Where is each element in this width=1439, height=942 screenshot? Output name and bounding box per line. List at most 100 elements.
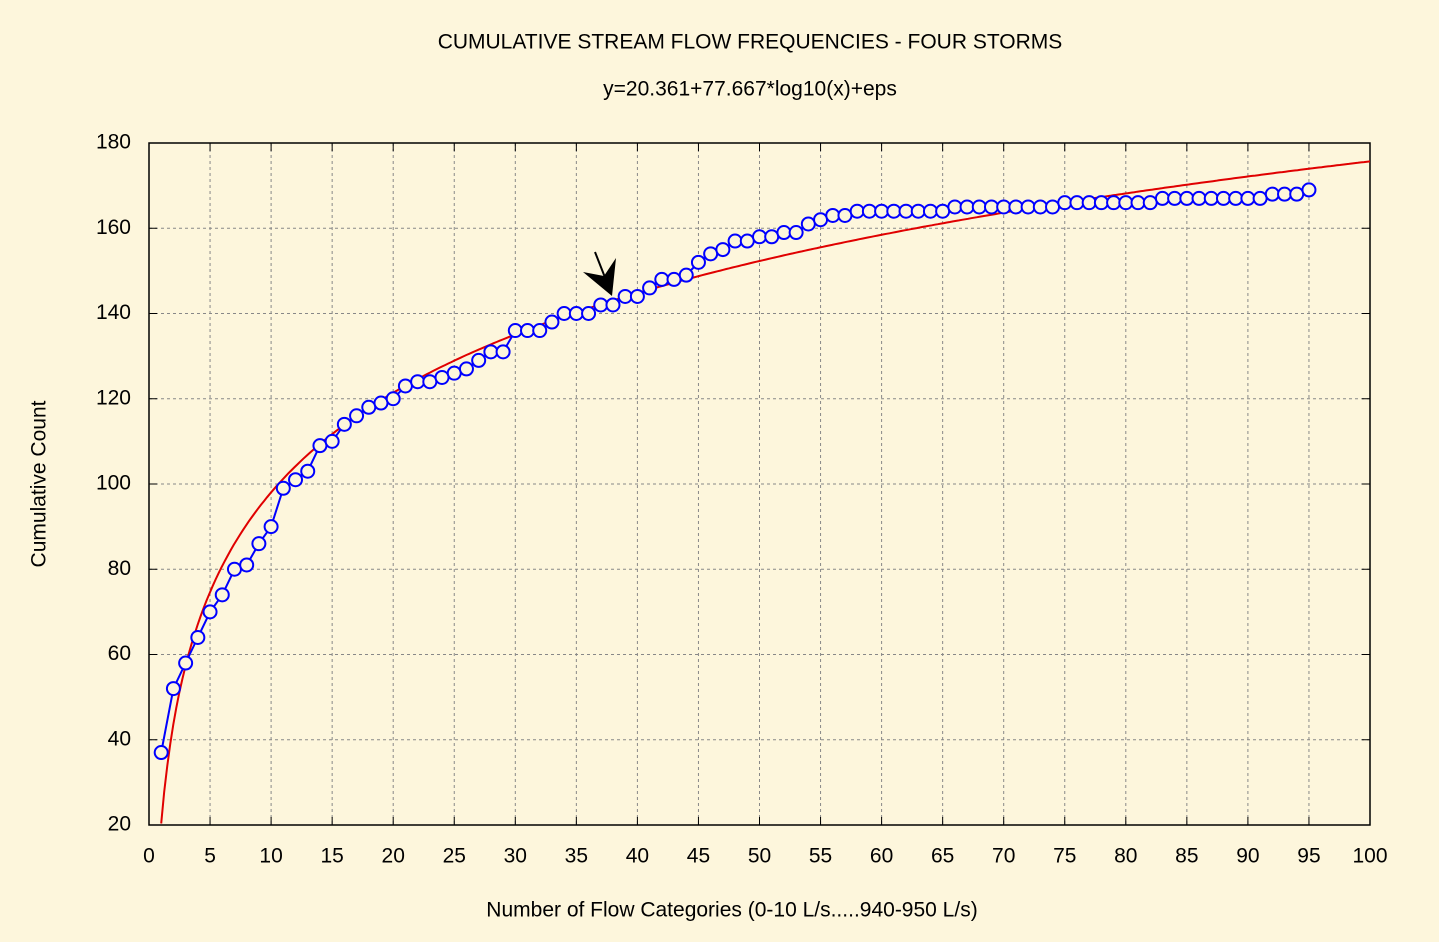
data-point [1277,186,1293,202]
data-point [715,242,731,258]
data-point [996,199,1012,215]
plot-frame [148,142,1371,826]
data-point [703,246,719,262]
data-point [898,203,914,219]
data-point [385,391,401,407]
data-point [861,203,877,219]
data-point [214,587,230,603]
data-point [1020,199,1036,215]
x-tick-label: 10 [259,845,282,868]
data-point [373,395,389,411]
data-point [1142,195,1158,211]
data-point [263,519,279,535]
data-point [1289,186,1305,202]
x-tick-label: 80 [1114,845,1137,868]
data-point [251,536,267,552]
x-tick-label: 50 [748,845,771,868]
x-tick-label: 25 [443,845,466,868]
data-point [153,745,169,761]
data-point [629,288,645,304]
data-point [935,203,951,219]
data-point [666,271,682,287]
data-point [410,374,426,390]
data-point [764,229,780,245]
data-point [532,323,548,339]
data-point [300,463,316,479]
x-tick-label: 70 [992,845,1015,868]
data-point [226,561,242,577]
x-tick-label: 35 [565,845,588,868]
data-point [922,203,938,219]
data-point [581,306,597,321]
data-point [568,306,584,321]
y-axis-label: Cumulative Count [28,400,51,567]
data-point [397,378,413,394]
y-tick-label: 20 [108,813,131,836]
x-tick-label: 65 [931,845,954,868]
data-point [752,229,767,245]
data-point [1240,190,1256,206]
data-point [1167,190,1183,206]
data-point [312,438,328,454]
x-tick-label: 55 [809,845,832,868]
x-tick-label: 15 [320,845,343,868]
data-point [1045,199,1061,215]
data-point [1301,182,1317,198]
y-tick-label: 60 [108,642,131,665]
data-point [190,629,206,645]
y-tick-label: 120 [96,386,131,409]
data-point [422,374,438,390]
data-point [971,199,987,215]
data-point [776,225,792,241]
data-point [1118,195,1134,211]
x-tick-label: 75 [1053,845,1076,868]
data-point [1191,190,1207,206]
x-tick-label: 0 [143,845,155,868]
data-point [849,203,865,219]
data-point [605,297,621,313]
data-point [642,280,658,296]
data-point [825,207,841,223]
data-point [800,216,816,232]
data-point [275,480,291,496]
data-point [1106,195,1122,211]
chart-subtitle: y=20.361+77.667*log10(x)+eps [603,78,897,101]
x-axis-label: Number of Flow Categories (0-10 L/s.....… [486,899,977,922]
y-tick-label: 180 [96,131,131,154]
data-point [349,408,365,424]
data-point [739,233,755,249]
data-point [239,557,255,573]
data-point [788,225,804,241]
x-tick-label: 100 [1352,845,1387,868]
data-point [483,344,499,360]
data-point [690,254,706,270]
x-tick-label: 90 [1236,845,1259,868]
data-point [813,212,829,228]
data-point [1154,190,1170,206]
data-point [324,433,340,449]
data-point [1215,190,1231,206]
data-point [1069,195,1085,211]
data-point [178,655,194,671]
x-tick-label: 60 [870,845,893,868]
y-tick-label: 140 [96,301,131,324]
data-point [1130,195,1146,211]
data-point [947,199,963,215]
data-point [361,399,377,415]
arrow-head [583,258,616,296]
data-point [434,369,450,385]
data-point [593,297,609,313]
data-point [1081,195,1097,211]
data-point [336,416,352,432]
x-tick-label: 85 [1175,845,1198,868]
data-point [446,365,462,381]
y-tick-label: 160 [96,216,131,239]
data-point [1264,186,1280,202]
x-tick-label: 95 [1297,845,1320,868]
y-tick-label: 40 [108,727,131,750]
data-point [1008,199,1024,215]
data-point [507,323,523,339]
data-point [202,604,218,620]
